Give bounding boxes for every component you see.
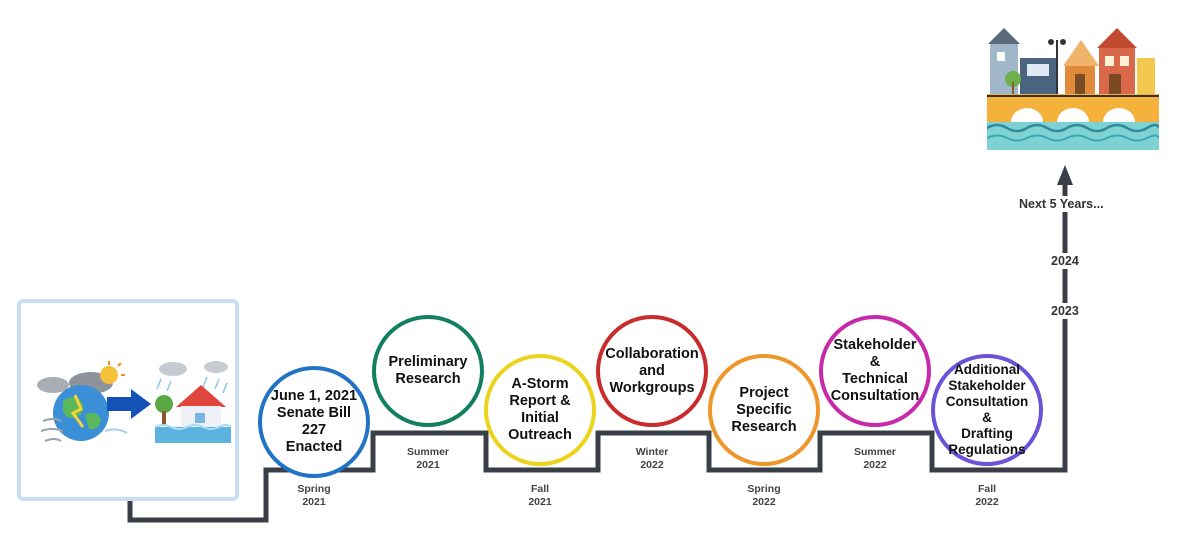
stage-circle-4: Collaboration and Workgroups — [596, 315, 708, 427]
stage-circle-1: June 1, 2021 Senate Bill 227 Enacted — [258, 366, 370, 478]
stage-season-6: Summer 2022 — [853, 446, 896, 471]
year-2023-label: 2023 — [1049, 303, 1081, 319]
stage-title-4: Collaboration and Workgroups — [605, 345, 699, 396]
stage-season-7: Fall 2022 — [975, 483, 999, 508]
stage-circle-3: A-Storm Report & Initial Outreach — [484, 354, 596, 466]
stage-season-2: Summer 2021 — [406, 446, 449, 471]
arrow-head — [1057, 165, 1073, 185]
year-2024-label: 2024 — [1049, 253, 1081, 269]
stage-title-5: Project Specific Research — [731, 384, 797, 435]
resilient-town-on-bridge-icon — [987, 28, 1159, 150]
stage-title-1: June 1, 2021 Senate Bill 227 Enacted — [270, 388, 358, 455]
climate-impact-frame — [17, 299, 239, 501]
stage-season-3: Fall 2021 — [528, 483, 552, 508]
stage-season-5: Spring 2022 — [747, 483, 781, 508]
stage-circle-5: Project Specific Research — [708, 354, 820, 466]
stage-title-2: Preliminary Research — [388, 354, 468, 387]
next-five-years-label: Next 5 Years... — [1017, 196, 1106, 212]
stage-title-7: Additional Stakeholder Consultation & Dr… — [945, 362, 1029, 457]
stage-title-3: A-Storm Report & Initial Outreach — [508, 376, 572, 443]
stage-title-6: Stakeholder & Technical Consultation — [830, 337, 920, 404]
stage-circle-6: Stakeholder & Technical Consultation — [819, 315, 931, 427]
stage-circle-2: Preliminary Research — [372, 315, 484, 427]
stage-circle-7: Additional Stakeholder Consultation & Dr… — [931, 354, 1043, 466]
climate-storm-to-flooded-house-icon — [37, 361, 232, 443]
stage-season-4: Winter 2022 — [635, 446, 669, 471]
stage-season-1: Spring 2021 — [297, 483, 331, 508]
